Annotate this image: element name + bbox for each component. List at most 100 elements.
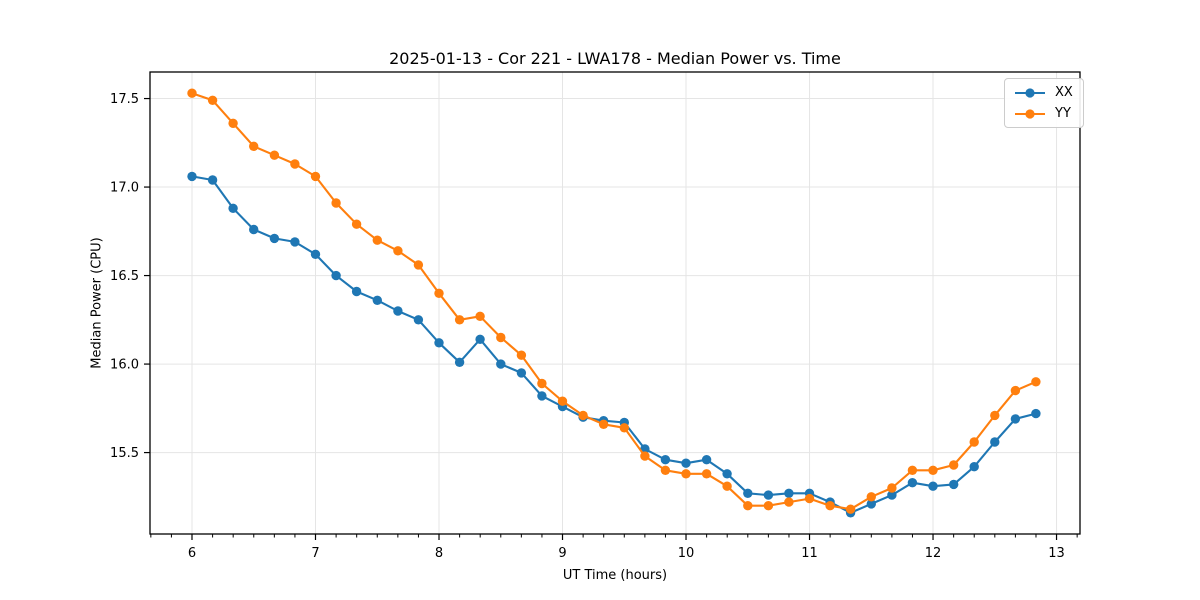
series-YY-marker: [990, 410, 1000, 421]
series-YY-marker: [372, 235, 382, 245]
series-YY-marker: [249, 141, 259, 151]
series-YY-marker: [434, 288, 444, 298]
series-YY-marker: [743, 501, 753, 511]
series-XX-marker: [701, 455, 712, 465]
axes-spines: [149, 71, 1081, 535]
series-XX-marker: [784, 488, 794, 498]
series-XX-marker: [537, 391, 547, 401]
series-YY-marker: [269, 150, 280, 160]
series-YY-marker: [969, 437, 979, 447]
series-YY-marker: [907, 465, 918, 475]
series-XX-marker: [681, 458, 691, 468]
series-YY-marker: [207, 95, 218, 106]
series-YY-marker: [949, 460, 959, 470]
series-YY-marker: [660, 465, 671, 475]
series-YY-marker: [454, 315, 465, 325]
legend-box: XX YY: [1004, 78, 1084, 128]
series-YY-marker: [681, 469, 691, 479]
legend-label: YY: [1055, 106, 1071, 121]
series-YY-marker: [825, 501, 835, 511]
series-XX-marker: [187, 171, 197, 182]
legend-item-xx: XX: [1013, 84, 1073, 101]
series-YY-marker: [763, 501, 774, 511]
y-tick-label: 17.0: [110, 181, 139, 196]
y-tick-label: 15.5: [110, 446, 139, 461]
x-tick-label: 13: [1048, 546, 1065, 561]
series-XX-marker: [763, 490, 774, 500]
x-tick-label: 12: [925, 546, 942, 561]
x-tick-label: 9: [558, 546, 566, 561]
series-XX-marker: [866, 499, 876, 509]
x-tick-label: 11: [801, 546, 818, 561]
series-XX-marker: [207, 175, 218, 185]
series-YY-marker: [393, 246, 403, 256]
series-XX-marker: [310, 249, 321, 259]
series-XX-marker: [990, 437, 1000, 447]
series-XX-marker: [887, 490, 897, 500]
y-tick-label: 16.5: [110, 269, 139, 284]
series-XX-marker: [1010, 414, 1021, 424]
legend-line-marker-icon: [1015, 87, 1045, 98]
series-YY-marker: [537, 378, 547, 389]
series-XX-marker: [331, 270, 341, 281]
series-XX-marker: [949, 479, 959, 490]
series-YY-marker: [578, 410, 588, 421]
series-YY-marker: [290, 159, 300, 169]
series-YY-marker: [413, 260, 424, 270]
series-YY-marker: [640, 451, 650, 461]
series-XX-marker: [454, 357, 465, 367]
series-YY-marker: [928, 465, 938, 475]
series-XX-marker: [228, 203, 238, 213]
series-YY-marker: [351, 219, 362, 229]
series-XX-marker: [907, 478, 918, 488]
chart-title: 2025-01-13 - Cor 221 - LWA178 - Median P…: [389, 49, 841, 68]
x-tick-label: 8: [435, 546, 443, 561]
y-tick-label: 17.5: [110, 92, 139, 107]
legend-label: XX: [1055, 85, 1073, 100]
series-XX-marker: [393, 306, 403, 316]
series-XX-marker: [969, 462, 979, 472]
legend-item-yy: YY: [1013, 105, 1073, 122]
series-YY-marker: [1031, 377, 1041, 387]
series-XX-marker: [660, 455, 671, 465]
series-XX-marker: [290, 237, 300, 247]
series-XX-marker: [351, 286, 362, 297]
series-YY-marker: [1010, 385, 1021, 396]
series-XX-marker: [372, 295, 382, 305]
series-XX-marker: [249, 224, 259, 235]
series-YY-marker: [619, 423, 629, 433]
legend-line-marker-icon: [1015, 108, 1045, 119]
y-axis-label: Median Power (CPU): [89, 237, 105, 369]
x-axis-label: UT Time (hours): [562, 568, 668, 583]
series-YY-line: [191, 92, 1037, 511]
series-YY-marker: [722, 481, 732, 491]
series-YY-marker: [310, 171, 321, 182]
series-YY-marker: [228, 118, 238, 128]
x-tick-label: 6: [188, 546, 196, 561]
x-tick-label: 10: [678, 546, 695, 561]
series-XX-marker: [516, 368, 527, 378]
series-XX-marker: [475, 334, 485, 344]
series-YY-marker: [598, 419, 609, 429]
series-XX-marker: [1031, 408, 1041, 419]
series-YY-marker: [701, 469, 712, 479]
series-YY-marker: [845, 504, 856, 514]
y-tick-label: 16.0: [110, 358, 139, 373]
series-XX-marker: [743, 488, 753, 498]
series-YY-marker: [496, 332, 506, 343]
series-YY-marker: [331, 198, 341, 208]
series-YY-marker: [887, 483, 897, 493]
series-YY-marker: [784, 497, 794, 507]
series-XX-marker: [434, 338, 444, 348]
series-YY-marker: [866, 492, 876, 502]
series-YY-marker: [557, 396, 568, 406]
series-YY-marker: [475, 311, 485, 321]
series-XX-marker: [722, 469, 732, 479]
x-tick-label: 7: [311, 546, 319, 561]
series-XX-marker: [413, 315, 424, 325]
series-XX-marker: [928, 481, 938, 491]
series-YY-marker: [516, 350, 527, 360]
series-XX-marker: [496, 359, 506, 369]
